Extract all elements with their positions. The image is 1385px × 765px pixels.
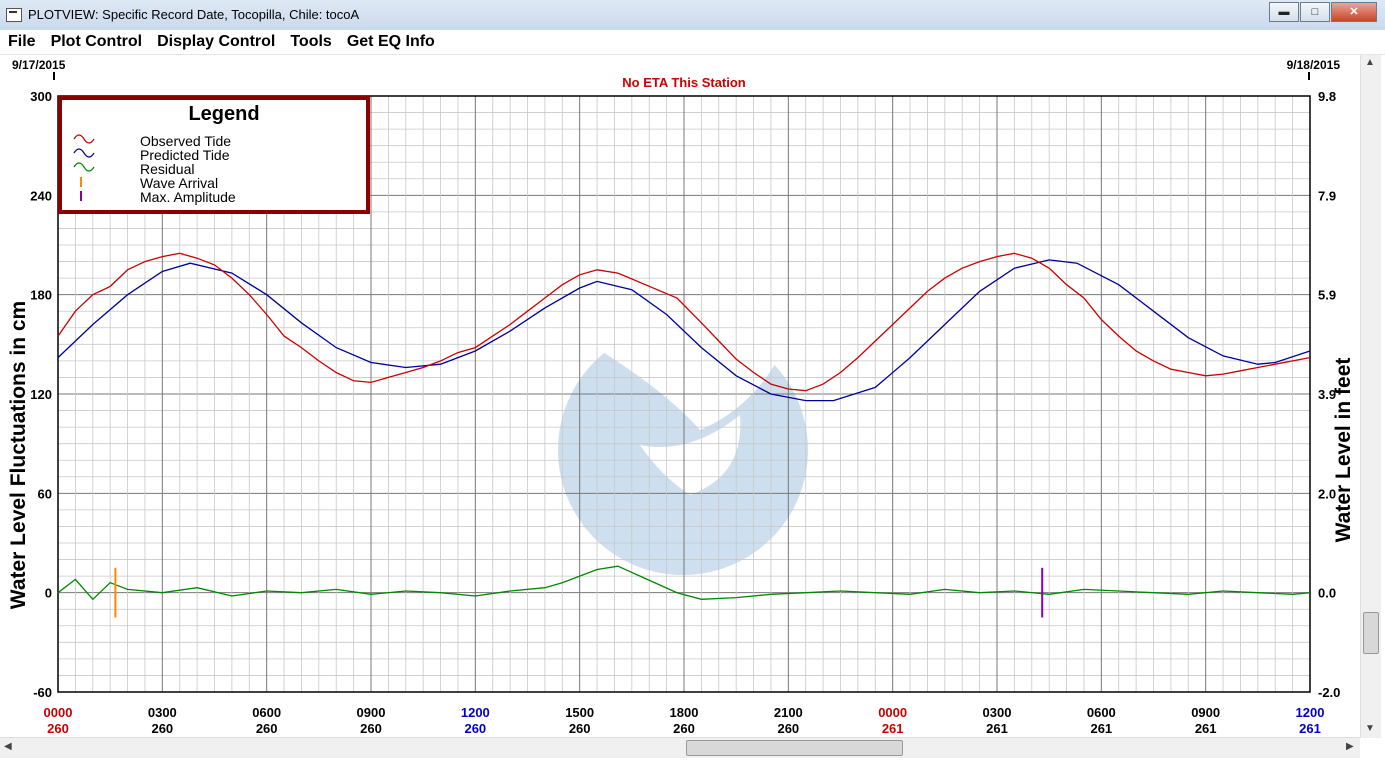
menu-display-control[interactable]: Display Control xyxy=(157,33,276,50)
x-tick-day: 260 xyxy=(47,721,69,736)
x-tick-day: 260 xyxy=(777,721,799,736)
residual-line xyxy=(57,565,1311,601)
scroll-left-icon[interactable]: ◀ xyxy=(4,741,12,752)
x-tick-day: 261 xyxy=(1195,721,1217,736)
x-tick-time: 0600 xyxy=(252,705,281,720)
y-tick-label-left: 180 xyxy=(30,288,52,303)
vertical-scrollbar[interactable]: ▲ ▼ xyxy=(1360,55,1381,738)
x-ticks: 0000260030026006002600900260120026015002… xyxy=(44,705,1325,736)
x-tick-day: 261 xyxy=(1090,721,1112,736)
x-tick-time: 0000 xyxy=(878,705,907,720)
x-tick-day: 261 xyxy=(1299,721,1321,736)
legend-residual: Residual xyxy=(140,161,194,177)
menu-tools[interactable]: Tools xyxy=(290,33,332,50)
x-tick-day: 260 xyxy=(360,721,382,736)
y-tick-label-left: 240 xyxy=(30,188,52,203)
eta-label: No ETA This Station xyxy=(622,75,746,90)
observed-legend-icon xyxy=(73,134,95,144)
x-tick-day: 260 xyxy=(569,721,591,736)
observed-tide-line xyxy=(57,252,1311,392)
window-title: PLOTVIEW: Specific Record Date, Tocopill… xyxy=(28,7,360,22)
x-tick-day: 260 xyxy=(673,721,695,736)
menu-plot-control[interactable]: Plot Control xyxy=(50,33,143,50)
plot-frame xyxy=(57,95,1311,693)
window-controls: ▬ □ ✕ xyxy=(1268,2,1377,22)
legend: Legend Observed Tide Predicted Tide Resi… xyxy=(58,96,370,214)
minimize-button[interactable]: ▬ xyxy=(1269,2,1299,22)
date-left: 9/17/2015 xyxy=(12,58,66,72)
y-tick-label-left: 60 xyxy=(38,486,52,501)
scroll-up-icon[interactable]: ▲ xyxy=(1365,57,1375,68)
x-tick-day: 260 xyxy=(256,721,278,736)
predicted-legend-icon xyxy=(73,148,95,158)
data-series xyxy=(57,252,1311,618)
x-tick-time: 1200 xyxy=(1296,705,1325,720)
x-tick-day: 260 xyxy=(151,721,173,736)
legend-title: Legend xyxy=(188,103,259,125)
legend-wave-arrival: Wave Arrival xyxy=(140,175,218,191)
date-right: 9/18/2015 xyxy=(1287,58,1341,72)
horizontal-scroll-thumb[interactable] xyxy=(686,740,903,756)
menu-bar: File Plot Control Display Control Tools … xyxy=(0,30,1385,55)
y-tick-label-right: 7.9 xyxy=(1318,188,1336,203)
y-tick-label-left: 0 xyxy=(45,586,52,601)
y-axis-label-left: Water Level Fluctuations in cm xyxy=(7,301,30,609)
y-tick-label-right: 9.8 xyxy=(1318,89,1336,104)
legend-predicted: Predicted Tide xyxy=(140,147,230,163)
x-tick-time: 1500 xyxy=(565,705,594,720)
title-bar: PLOTVIEW: Specific Record Date, Tocopill… xyxy=(0,0,1385,31)
y-tick-label-right: 0.0 xyxy=(1318,586,1336,601)
y-tick-label-right: 5.9 xyxy=(1318,288,1336,303)
tide-chart: 9/17/2015 9/18/2015 No ETA This Station … xyxy=(7,58,1355,736)
close-button[interactable]: ✕ xyxy=(1331,2,1377,22)
x-tick-time: 1200 xyxy=(461,705,490,720)
x-tick-time: 2100 xyxy=(774,705,803,720)
x-tick-time: 0300 xyxy=(148,705,177,720)
y-tick-label-left: 300 xyxy=(30,89,52,104)
x-tick-day: 261 xyxy=(882,721,904,736)
x-tick-time: 0600 xyxy=(1087,705,1116,720)
x-tick-day: 260 xyxy=(464,721,486,736)
y-tick-label-left: -60 xyxy=(33,685,52,700)
y-tick-label-right: 2.0 xyxy=(1318,486,1336,501)
residual-legend-icon xyxy=(73,162,95,172)
horizontal-scrollbar[interactable]: ◀ ▶ xyxy=(0,737,1360,758)
x-tick-time: 0900 xyxy=(1191,705,1220,720)
menu-file[interactable]: File xyxy=(8,33,36,50)
y-axis-label-right: Water Level in feet xyxy=(1332,358,1355,543)
legend-box xyxy=(58,96,370,214)
vertical-scroll-thumb[interactable] xyxy=(1363,612,1379,654)
y-tick-label-right: 3.9 xyxy=(1318,387,1336,402)
x-tick-time: 0000 xyxy=(44,705,73,720)
y-tick-label-left: 120 xyxy=(30,387,52,402)
x-tick-time: 1800 xyxy=(670,705,699,720)
scroll-down-icon[interactable]: ▼ xyxy=(1365,723,1375,734)
y-ticks: 300 9.8 240 7.9 180 5.9 120 3.9 60 2.0 0 0.0 -60 -2.0 xyxy=(30,89,1340,700)
app-icon xyxy=(6,8,22,22)
menu-get-eq-info[interactable]: Get EQ Info xyxy=(346,33,435,50)
maximize-button[interactable]: □ xyxy=(1300,2,1330,22)
plot-area: 9/17/2015 9/18/2015 No ETA This Station … xyxy=(0,55,1360,760)
predicted-tide-line xyxy=(57,259,1311,402)
x-tick-time: 0900 xyxy=(357,705,386,720)
noaa-watermark xyxy=(558,307,808,575)
legend-observed: Observed Tide xyxy=(140,133,231,149)
y-tick-label-right: -2.0 xyxy=(1318,685,1340,700)
x-tick-day: 261 xyxy=(986,721,1008,736)
x-tick-time: 0300 xyxy=(983,705,1012,720)
legend-max-amplitude: Max. Amplitude xyxy=(140,189,236,205)
scroll-right-icon[interactable]: ▶ xyxy=(1346,741,1354,752)
